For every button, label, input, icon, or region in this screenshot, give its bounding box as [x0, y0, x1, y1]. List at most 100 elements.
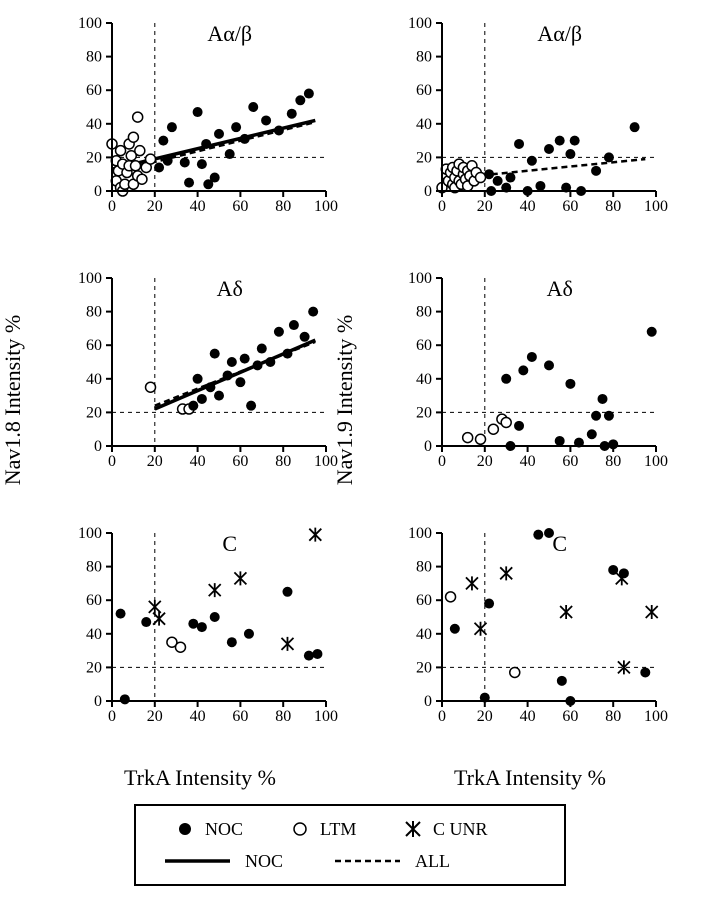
- noc-point: [188, 401, 198, 411]
- noc-point: [544, 144, 554, 154]
- panel-title: Aα/β: [207, 21, 252, 46]
- noc-point: [312, 649, 322, 659]
- noc-point: [227, 637, 237, 647]
- noc-point: [527, 156, 537, 166]
- cunr-point: [153, 612, 165, 626]
- noc-point: [535, 181, 545, 191]
- y-tick-label: 80: [416, 559, 432, 576]
- noc-point: [565, 149, 575, 159]
- legend-ltm-marker: [294, 823, 306, 835]
- y-tick-label: 20: [416, 404, 432, 421]
- noc-point: [197, 159, 207, 169]
- noc-point: [248, 102, 258, 112]
- x-tick-label: 60: [232, 198, 248, 215]
- legend-all-line-label: ALL: [415, 851, 450, 871]
- y-tick-label: 20: [86, 659, 102, 676]
- noc-point: [246, 401, 256, 411]
- cunr-point: [281, 637, 293, 651]
- noc-point: [261, 115, 271, 125]
- noc-point: [587, 429, 597, 439]
- x-tick-label: 20: [147, 708, 163, 725]
- x-tick-label: 0: [438, 708, 446, 725]
- noc-point: [231, 122, 241, 132]
- noc-point: [308, 307, 318, 317]
- noc-point: [154, 162, 164, 172]
- legend-cunr-label: C UNR: [433, 819, 488, 839]
- noc-point: [227, 357, 237, 367]
- noc-point: [184, 178, 194, 188]
- y-tick-label: 0: [94, 693, 102, 710]
- noc-point: [544, 360, 554, 370]
- noc-point: [555, 436, 565, 446]
- cunr-point: [500, 566, 512, 580]
- noc-point: [201, 139, 211, 149]
- x-tick-label: 40: [190, 708, 206, 725]
- cunr-point: [466, 576, 478, 590]
- y-tick-label: 20: [86, 149, 102, 166]
- noc-point: [484, 169, 494, 179]
- noc-point: [527, 352, 537, 362]
- noc-point: [240, 134, 250, 144]
- legend-cunr-marker: [406, 821, 420, 837]
- trend-noc: [112, 120, 315, 169]
- panel-p5: 020406080100020406080100C: [78, 525, 338, 725]
- y-tick-label: 80: [416, 304, 432, 321]
- noc-point: [555, 136, 565, 146]
- ltm-point: [476, 434, 486, 444]
- noc-point: [193, 374, 203, 384]
- x-tick-label: 20: [477, 453, 493, 470]
- x-tick-label: 0: [108, 708, 116, 725]
- x-tick-label: 20: [477, 708, 493, 725]
- y-tick-label: 80: [86, 49, 102, 66]
- noc-point: [205, 382, 215, 392]
- x-tick-label: 80: [605, 708, 621, 725]
- x-tick-label: 0: [438, 198, 446, 215]
- y-tick-label: 60: [86, 592, 102, 609]
- x-tick-label: 100: [314, 708, 338, 725]
- x-tick-label: 80: [275, 453, 291, 470]
- noc-point: [257, 344, 267, 354]
- noc-point: [533, 530, 543, 540]
- legend-box: [135, 805, 565, 885]
- noc-point: [304, 89, 314, 99]
- scatter-figure: 020406080100020406080100Aα/β020406080100…: [0, 0, 703, 900]
- legend: NOCLTMC UNRNOCALL: [135, 805, 565, 885]
- ltm-point: [175, 642, 185, 652]
- noc-point: [591, 411, 601, 421]
- y-tick-label: 40: [86, 626, 102, 643]
- noc-point: [630, 122, 640, 132]
- panel-p6: 020406080100020406080100C: [408, 525, 668, 725]
- y-tick-label: 100: [408, 525, 432, 542]
- noc-point: [210, 612, 220, 622]
- cunr-point: [560, 605, 572, 619]
- noc-point: [225, 149, 235, 159]
- panel-title: Aδ: [547, 276, 573, 301]
- x-tick-label: 60: [562, 453, 578, 470]
- cunr-point: [309, 528, 321, 542]
- panel-title: Aα/β: [537, 21, 582, 46]
- noc-point: [647, 327, 657, 337]
- panel-title: Aδ: [217, 276, 243, 301]
- noc-point: [163, 156, 173, 166]
- panel-title: C: [552, 531, 567, 556]
- x-tick-label: 80: [605, 453, 621, 470]
- noc-point: [223, 370, 233, 380]
- y-tick-label: 100: [408, 270, 432, 287]
- noc-point: [505, 173, 515, 183]
- figure-svg: 020406080100020406080100Aα/β020406080100…: [0, 0, 703, 900]
- legend-noc-marker: [179, 823, 191, 835]
- x-tick-label: 100: [644, 198, 668, 215]
- noc-point: [304, 651, 314, 661]
- noc-point: [565, 379, 575, 389]
- y-tick-label: 100: [78, 525, 102, 542]
- x-tick-label: 0: [108, 453, 116, 470]
- cunr-point: [475, 622, 487, 636]
- cunr-point: [646, 605, 658, 619]
- noc-point: [197, 622, 207, 632]
- y-tick-label: 100: [78, 270, 102, 287]
- y-tick-label: 0: [424, 183, 432, 200]
- noc-point: [484, 599, 494, 609]
- x-label-left: TrkA Intensity %: [124, 765, 276, 790]
- noc-point: [274, 327, 284, 337]
- ltm-point: [131, 161, 141, 171]
